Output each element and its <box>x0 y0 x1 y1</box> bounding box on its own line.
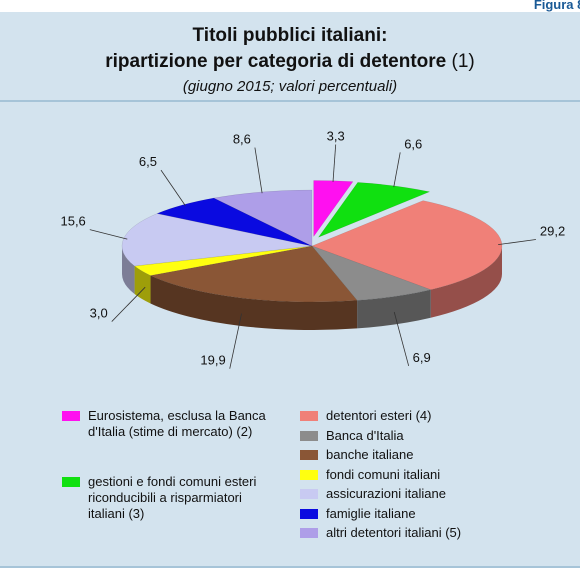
slice-side <box>357 289 431 329</box>
data-label: 15,6 <box>60 214 85 229</box>
legend-item: altri detentori italiani (5) <box>300 525 560 541</box>
slice <box>311 245 432 301</box>
legend-label: assicurazioni italiane <box>326 486 446 501</box>
slice <box>213 189 313 247</box>
legend-swatch <box>300 528 318 538</box>
legend-label: famiglie italiane <box>326 505 416 521</box>
legend-swatch <box>300 469 318 480</box>
chart-title: ripartizione per categoria di detentore … <box>105 51 475 72</box>
leader-line <box>498 239 536 246</box>
slice-side <box>150 275 358 330</box>
leader-line <box>254 147 263 194</box>
legend-label: banche italiane <box>326 447 414 462</box>
leader-line <box>160 169 186 206</box>
leader-line <box>229 313 242 369</box>
legend-item: banche italiane <box>300 447 560 463</box>
legend-swatch <box>300 411 318 421</box>
legend-item: famiglie italiane <box>300 506 560 522</box>
data-label: 6,5 <box>139 154 157 169</box>
data-label: 6,6 <box>404 136 422 151</box>
legend-label: Eurosistema, esclusa la Banca d'Italia (… <box>88 408 266 439</box>
data-label: 29,2 <box>540 224 565 239</box>
figure-label: Figura 8. <box>534 0 580 12</box>
slice <box>317 182 431 238</box>
legend-swatch <box>62 477 80 487</box>
legend-swatch <box>62 411 80 421</box>
legend-item: detentori esteri (4) <box>300 408 560 424</box>
legend-item: gestioni e fondi comuni esteri riconduci… <box>62 474 272 522</box>
title-note: (1) <box>452 51 475 72</box>
data-label: 3,3 <box>327 129 345 144</box>
chart-title: ripartizione per categoria di detentore <box>105 51 446 72</box>
leader-line <box>89 229 128 240</box>
legend-item: assicurazioni italiane <box>300 486 560 502</box>
slice-side <box>122 246 135 295</box>
slice <box>133 245 313 276</box>
leader-line <box>111 286 146 322</box>
legend-label: altri detentori italiani (5) <box>326 525 462 540</box>
slice <box>311 200 503 290</box>
slice-side <box>430 246 502 318</box>
data-label: 6,9 <box>413 350 431 365</box>
legend-label: gestioni e fondi comuni esteri riconduci… <box>88 474 257 521</box>
legend-label: detentori esteri (4) <box>326 408 432 423</box>
slice <box>156 197 313 247</box>
legend-item: Banca d'Italia <box>300 428 560 444</box>
legend-item: fondi comuni italiani <box>300 467 560 483</box>
data-label: 3,0 <box>90 306 108 321</box>
legend-label: Banca d'Italia <box>326 427 404 443</box>
legend-swatch <box>300 450 318 460</box>
legend-swatch <box>300 489 318 499</box>
data-label: 8,6 <box>233 132 251 147</box>
pie: 3,3 6,6 29,2 6,9 19,9 3,0 15,6 6,5 8,6 <box>60 129 565 369</box>
legend-item: Eurosistema, esclusa la Banca d'Italia (… <box>62 408 272 440</box>
slice <box>149 245 358 303</box>
legend-label: fondi comuni italiani <box>326 466 441 482</box>
chart-title: Titoli pubblici italiani: <box>193 25 388 46</box>
legend-swatch <box>300 508 318 519</box>
data-label: 19,9 <box>200 353 225 368</box>
leader-line <box>393 311 410 367</box>
chart-subtitle: (giugno 2015; valori percentuali) <box>183 78 397 95</box>
leader-line <box>393 152 401 188</box>
slice <box>121 213 313 267</box>
legend-swatch <box>300 430 318 441</box>
leader-line <box>332 144 337 182</box>
